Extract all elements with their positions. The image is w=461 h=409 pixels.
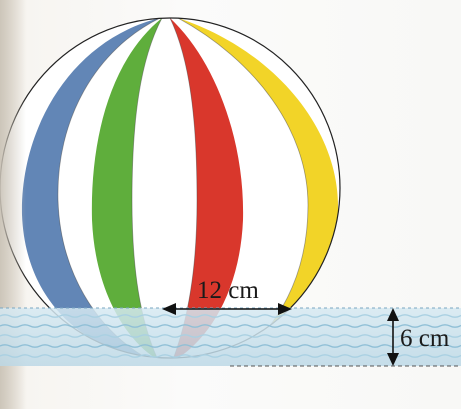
water-layer (0, 307, 461, 367)
chord-label: 12 cm (197, 277, 259, 304)
depth-dimension: 6 cm (387, 308, 450, 366)
depth-label: 6 cm (400, 325, 450, 352)
depth-arrow-bottom-head (387, 353, 399, 366)
ball-body (0, 18, 340, 358)
yellow-stripe (178, 18, 339, 358)
wave-line (0, 334, 461, 338)
wave-line (0, 344, 461, 348)
depth-arrow-top-head (387, 308, 399, 321)
wave-line (0, 324, 461, 328)
chord-arrow-left-head (162, 303, 176, 315)
beach-ball (0, 17, 341, 359)
blue-stripe (21, 18, 160, 358)
green-stripe (91, 18, 162, 358)
chord-dimension: 12 cm (162, 277, 292, 315)
red-stripe (170, 18, 244, 358)
chord-arrow-right-head (278, 303, 292, 315)
